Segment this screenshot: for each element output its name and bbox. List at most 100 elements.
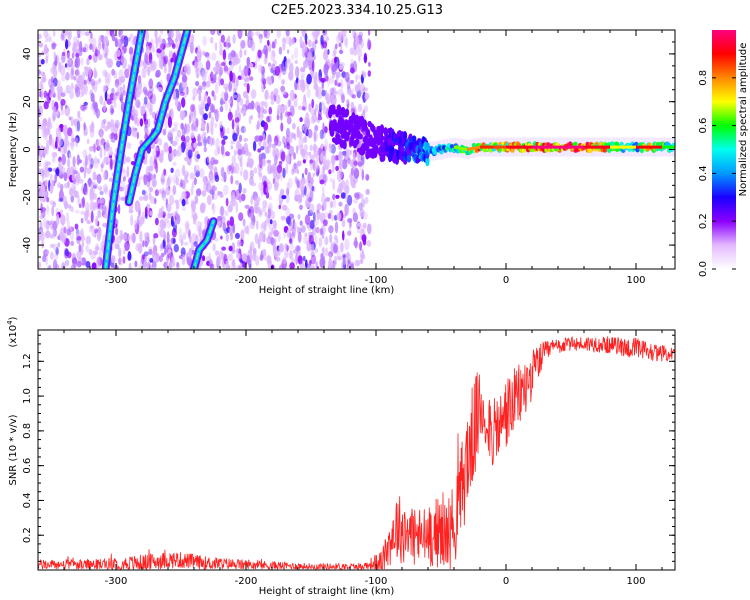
noise-speckle: [161, 50, 165, 56]
noise-speckle: [304, 232, 308, 237]
colorbar-tick-label: 0.2: [698, 213, 709, 229]
noise-speckle: [269, 219, 273, 225]
noise-speckle: [334, 79, 338, 86]
noise-speckle: [249, 76, 254, 81]
noise-speckle: [136, 131, 139, 140]
streak-core: [193, 220, 215, 269]
noise-speckle: [321, 128, 326, 139]
noise-speckle: [329, 200, 334, 209]
noise-speckle: [197, 141, 203, 147]
x-tick-label: 0: [503, 275, 509, 286]
noise-speckle: [263, 121, 269, 131]
noise-speckle: [39, 221, 43, 229]
noise-speckle: [56, 126, 61, 131]
noise-speckle: [358, 202, 363, 211]
noise-speckle: [211, 186, 218, 191]
noise-speckle: [110, 108, 115, 114]
noise-speckle: [236, 101, 240, 112]
noise-speckle: [128, 209, 134, 214]
noise-speckle: [79, 234, 86, 242]
noise-speckle: [208, 138, 212, 146]
noise-speckle: [77, 194, 80, 206]
noise-speckle: [238, 195, 242, 203]
noise-speckle: [71, 52, 75, 59]
noise-speckle: [296, 169, 300, 175]
noise-speckle: [156, 48, 162, 54]
noise-speckle: [280, 85, 286, 93]
noise-speckle: [211, 203, 215, 211]
noise-speckle: [89, 43, 93, 50]
noise-speckle: [203, 92, 208, 102]
noise-speckle: [77, 34, 81, 39]
noise-speckle: [115, 91, 120, 97]
noise-speckle: [171, 140, 178, 147]
noise-speckle: [367, 70, 371, 77]
noise-speckle: [345, 149, 351, 158]
noise-speckle: [67, 57, 74, 68]
noise-speckle: [50, 251, 54, 260]
noise-speckle: [130, 214, 134, 226]
noise-speckle: [51, 205, 55, 217]
noise-speckle: [142, 253, 146, 260]
noise-speckle: [175, 176, 179, 186]
noise-speckle: [110, 135, 116, 143]
noise-speckle: [306, 88, 311, 99]
noise-speckle: [40, 198, 43, 206]
noise-speckle: [239, 170, 243, 177]
snr-y-axis-label: SNR (10 * v/v): [8, 414, 19, 485]
noise-speckle: [88, 177, 92, 188]
noise-speckle: [180, 247, 186, 257]
noise-speckle: [243, 82, 248, 87]
y-tick-label: 0.8: [22, 423, 33, 439]
noise-speckle: [219, 105, 224, 113]
noise-speckle: [134, 113, 138, 126]
noise-speckle: [335, 71, 341, 78]
noise-speckle: [149, 210, 153, 217]
noise-speckle: [239, 157, 243, 168]
noise-speckle: [233, 149, 237, 156]
noise-speckle: [109, 150, 114, 156]
noise-speckle: [118, 69, 124, 81]
noise-speckle: [282, 37, 286, 43]
noise-speckle: [70, 206, 74, 213]
noise-speckle: [344, 238, 350, 251]
noise-speckle: [206, 194, 212, 206]
noise-speckle: [266, 116, 271, 123]
noise-speckle: [289, 262, 295, 269]
noise-speckle: [206, 135, 211, 145]
noise-speckle: [243, 137, 249, 142]
noise-speckle: [197, 133, 201, 144]
noise-speckle: [303, 94, 306, 103]
colorbar-gradient: [712, 30, 736, 269]
noise-speckle: [365, 174, 370, 181]
noise-speckle: [51, 45, 56, 50]
noise-speckle: [309, 155, 314, 160]
noise-speckle: [181, 254, 186, 266]
noise-speckle: [257, 110, 261, 119]
noise-speckle: [330, 94, 335, 106]
noise-speckle: [347, 259, 351, 264]
noise-speckle: [189, 41, 194, 54]
noise-speckle: [63, 226, 67, 234]
noise-speckle: [65, 104, 68, 110]
noise-speckle: [183, 179, 189, 184]
noise-speckle: [79, 40, 83, 53]
noise-speckle: [294, 60, 298, 64]
noise-speckle: [86, 219, 91, 225]
noise-speckle: [40, 58, 45, 65]
noise-speckle: [310, 115, 315, 125]
noise-speckle: [220, 235, 223, 240]
noise-speckle: [267, 62, 272, 67]
noise-speckle: [148, 78, 154, 89]
noise-speckle: [309, 243, 315, 252]
noise-speckle: [48, 36, 52, 43]
noise-speckle: [368, 61, 371, 67]
noise-speckle: [220, 100, 226, 105]
noise-speckle: [83, 83, 88, 95]
noise-speckle: [49, 200, 55, 206]
noise-speckle: [328, 169, 332, 175]
noise-speckle: [242, 110, 247, 117]
noise-speckle: [333, 243, 338, 254]
noise-speckle: [257, 120, 260, 130]
